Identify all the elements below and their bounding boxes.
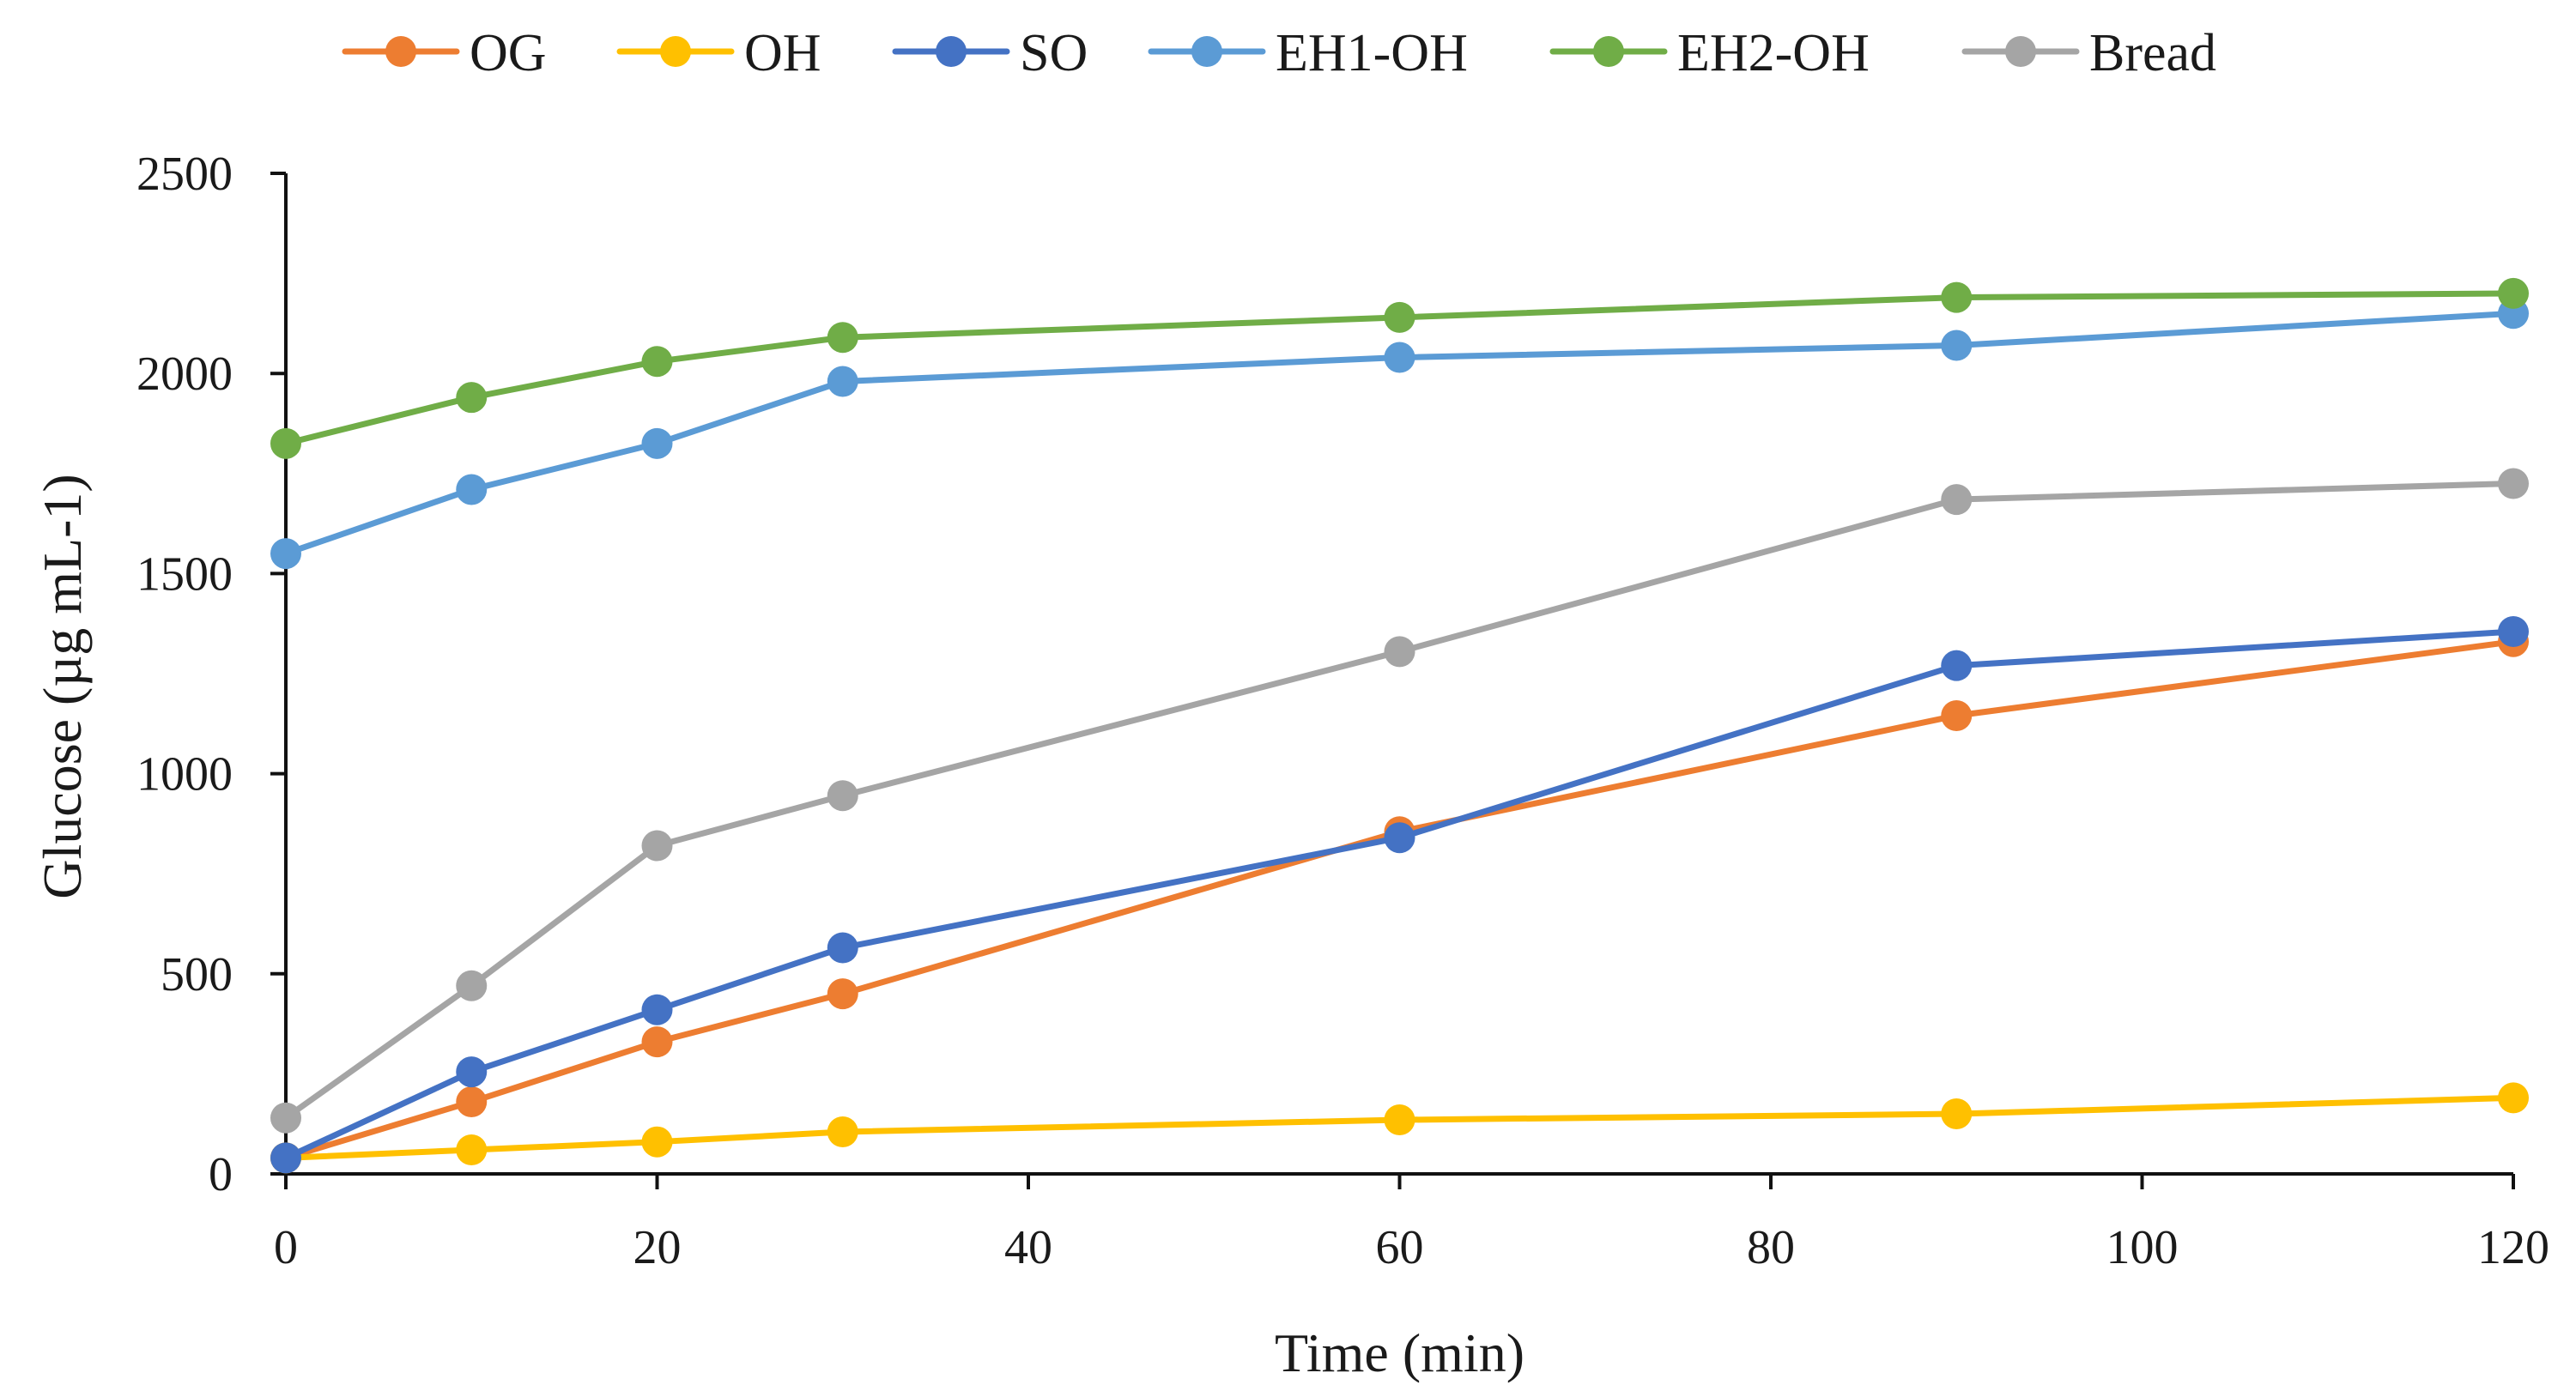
data-point-oh <box>2498 1082 2529 1114</box>
data-point-bread <box>2498 468 2529 499</box>
legend-label: OH <box>744 24 821 82</box>
y-tick-label: 2000 <box>136 348 233 401</box>
y-tick-label: 1500 <box>136 547 233 601</box>
data-point-og <box>641 1026 673 1058</box>
legend-swatch-marker <box>1191 36 1222 67</box>
y-axis-ticks: 0 500 1000 1500 2000 2500 <box>136 148 286 1201</box>
legend-swatch-marker <box>2005 36 2036 67</box>
data-point-oh <box>827 1116 858 1148</box>
data-point-bread <box>1941 484 1973 516</box>
y-tick-label: 1000 <box>136 748 233 801</box>
data-point-so <box>1941 650 1973 681</box>
legend-item-so: SO <box>892 24 1088 82</box>
data-point-og <box>456 1086 488 1118</box>
series-og <box>270 626 2529 1174</box>
data-point-eh1-oh <box>1384 342 1415 373</box>
data-point-eh2-oh <box>2498 277 2529 309</box>
legend-label: Bread <box>2089 24 2216 82</box>
legend-swatch-marker <box>936 36 967 67</box>
data-point-oh <box>456 1134 488 1166</box>
data-point-so <box>270 1142 301 1174</box>
data-point-oh <box>641 1126 673 1158</box>
data-point-bread <box>456 970 488 1001</box>
y-tick-label: 2500 <box>136 148 233 201</box>
data-point-bread <box>270 1102 301 1134</box>
legend-label: EH2-OH <box>1677 24 1870 82</box>
legend-label: EH1-OH <box>1276 24 1468 82</box>
series-line-og <box>282 638 2517 1161</box>
x-tick-label: 40 <box>1004 1221 1052 1274</box>
series-bread <box>270 468 2529 1134</box>
data-point-oh <box>1941 1098 1973 1130</box>
data-point-eh1-oh <box>641 427 673 459</box>
data-point-eh1-oh <box>827 366 858 397</box>
x-axis-ticks: 0 20 40 60 80 100 120 <box>274 1174 2549 1274</box>
x-tick-label: 60 <box>1376 1221 1424 1274</box>
data-point-eh2-oh <box>270 427 301 459</box>
y-tick-label: 0 <box>209 1148 233 1201</box>
legend-label: SO <box>1020 24 1088 82</box>
x-tick-label: 100 <box>2106 1221 2179 1274</box>
data-point-eh1-oh <box>456 474 488 505</box>
data-point-so <box>641 994 673 1025</box>
data-point-eh2-oh <box>1941 281 1973 313</box>
chart-legend: OG OH SO EH1-OH EH2-OH Bread <box>342 24 2216 82</box>
data-point-so <box>456 1056 488 1088</box>
series-so <box>270 616 2529 1174</box>
legend-swatch-marker <box>660 36 691 67</box>
legend-label: OG <box>470 24 547 82</box>
data-point-bread <box>827 780 858 812</box>
data-point-eh1-oh <box>270 538 301 570</box>
x-tick-label: 80 <box>1747 1221 1795 1274</box>
legend-swatch-marker <box>1593 36 1624 67</box>
legend-item-eh2-oh: EH2-OH <box>1549 24 1870 82</box>
data-point-bread <box>641 830 673 862</box>
legend-item-bread: Bread <box>1961 24 2216 82</box>
x-tick-label: 120 <box>2477 1221 2549 1274</box>
data-point-eh2-oh <box>827 322 858 354</box>
data-point-og <box>827 978 858 1010</box>
data-point-eh2-oh <box>641 346 673 378</box>
series-line-so <box>282 628 2517 1161</box>
data-point-so <box>827 932 858 964</box>
data-point-so <box>1384 822 1415 854</box>
x-tick-label: 0 <box>274 1221 298 1274</box>
x-tick-label: 20 <box>633 1221 682 1274</box>
plot-area <box>270 277 2529 1174</box>
legend-item-oh: OH <box>616 24 821 82</box>
data-point-so <box>2498 616 2529 648</box>
data-point-eh2-oh <box>1384 301 1415 333</box>
legend-item-og: OG <box>342 24 547 82</box>
x-axis-title: Time (min) <box>1275 1322 1524 1383</box>
y-tick-label: 500 <box>161 948 233 1001</box>
legend-item-eh1-oh: EH1-OH <box>1148 24 1468 82</box>
legend-swatch-marker <box>385 36 416 67</box>
series-oh <box>270 1082 2529 1174</box>
data-point-oh <box>1384 1104 1415 1136</box>
data-point-bread <box>1384 636 1415 668</box>
series-eh1-oh <box>270 298 2529 570</box>
data-point-eh1-oh <box>1941 330 1973 361</box>
series-eh2-oh <box>270 277 2529 459</box>
data-point-og <box>1941 699 1973 731</box>
y-axis-title: Glucose (µg mL-1) <box>32 474 93 898</box>
data-point-eh2-oh <box>456 382 488 414</box>
